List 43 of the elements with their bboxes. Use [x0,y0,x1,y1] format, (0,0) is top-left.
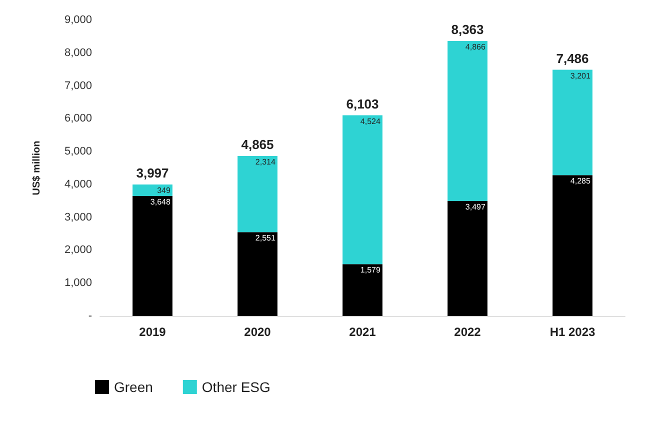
bar [448,40,488,201]
y-axis-title: US$ million [32,140,42,196]
legend-label: Other ESG [202,379,270,395]
bar [132,196,172,316]
data-label: 1,579 [360,266,381,275]
total-label: 7,486 [556,50,589,66]
x-tick-label: 2019 [139,325,166,339]
data-label: 4,866 [465,42,486,52]
data-label: 4,285 [570,176,591,186]
total-label: 6,103 [346,96,379,112]
legend-label: Green [114,379,153,395]
total-label: 4,865 [241,136,274,152]
y-tick-label: - [88,310,92,322]
y-tick-label: 5,000 [64,146,92,158]
total-label: 8,363 [451,22,484,37]
bar [448,200,488,316]
data-label: 349 [157,186,171,196]
bar [342,115,382,264]
y-tick-label: 4,000 [64,178,92,190]
y-tick-label: 8,000 [64,46,92,59]
y-tick-label: 3,000 [64,211,92,224]
x-tick-label: 2021 [349,325,376,339]
data-label: 3,497 [465,202,486,212]
bar [342,264,382,316]
total-label: 3,997 [136,166,169,181]
bar [552,70,592,176]
y-tick-label: 7,000 [64,80,92,92]
x-tick-label: H1 2023 [550,325,596,339]
y-tick-label: 9,000 [64,14,92,26]
bar [238,232,278,316]
data-label: 4,524 [360,116,381,126]
data-label: 2,314 [255,157,276,166]
data-label: 3,648 [150,198,171,207]
y-tick-label: 2,000 [64,244,92,256]
bar [552,175,592,316]
data-label: 2,551 [255,234,276,243]
bar [132,184,172,196]
y-tick-label: 1,000 [64,277,92,290]
x-tick-label: 2020 [244,325,272,339]
x-tick-label: 2022 [454,325,482,339]
bar [238,156,278,232]
data-label: 3,201 [570,71,591,80]
y-tick-label: 6,000 [64,112,92,125]
